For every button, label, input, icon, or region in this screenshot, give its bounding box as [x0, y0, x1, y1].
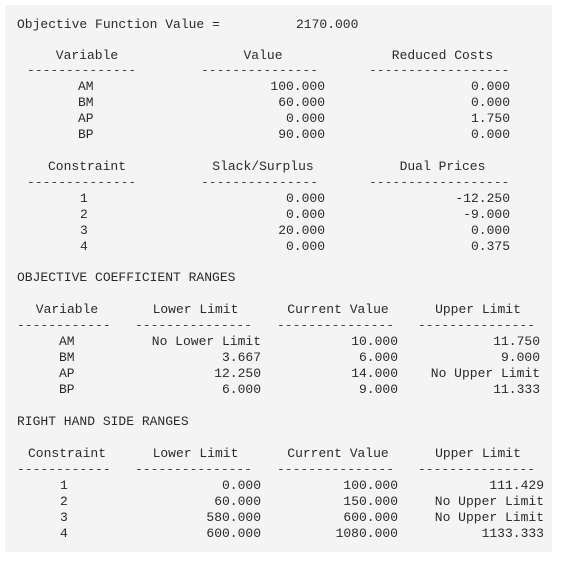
rhs-row-upper: 1133.333: [481, 526, 544, 541]
rhs-header-lower: Lower Limit: [152, 446, 239, 461]
rhs-dash-constraint: ------------: [17, 462, 111, 477]
cons-row-dual: 0.000: [470, 223, 510, 238]
cons-row-slack: 0.000: [285, 239, 325, 254]
vars-row-var: BM: [78, 95, 94, 110]
output-panel: Objective Function Value = 2170.000 Vari…: [5, 5, 552, 552]
cons-row-dual: -9.000: [463, 207, 510, 222]
obj-row-current: 10.000: [351, 334, 398, 349]
obj-row-variable: BM: [59, 350, 75, 365]
obj-row-upper: 11.750: [493, 334, 540, 349]
vars-dash-variable: --------------: [27, 63, 137, 78]
obj-row-upper: 9.000: [500, 350, 540, 365]
vars-dash-reduced: ------------------: [369, 63, 510, 78]
cons-row-constraint: 1: [80, 191, 88, 206]
rhs-row-constraint: 3: [60, 510, 68, 525]
vars-row-reduced: 0.000: [470, 127, 510, 142]
rhs-row-constraint: 1: [60, 478, 68, 493]
obj-dash-current: ---------------: [277, 318, 395, 333]
cons-row-slack: 0.000: [285, 207, 325, 222]
cons-row-constraint: 4: [80, 239, 88, 254]
obj-row-variable: AP: [59, 366, 75, 381]
cons-row-slack: 20.000: [278, 223, 325, 238]
rhs-row-constraint: 4: [60, 526, 68, 541]
rhs-row-current: 100.000: [343, 478, 398, 493]
obj-row-lower: 3.667: [221, 350, 261, 365]
vars-header-value: Value: [243, 48, 283, 63]
obj-dash-variable: ------------: [17, 318, 111, 333]
obj-row-upper: 11.333: [493, 382, 540, 397]
vars-dash-value: ---------------: [201, 63, 319, 78]
rhs-row-current: 600.000: [343, 510, 398, 525]
vars-header-reduced: Reduced Costs: [391, 48, 494, 63]
rhs-row-current: 1080.000: [335, 526, 398, 541]
vars-row-value: 60.000: [278, 95, 325, 110]
obj-dash-lower: ---------------: [135, 318, 253, 333]
obj-row-upper: No Upper Limit: [430, 366, 540, 381]
cons-header-slack: Slack/Surplus: [212, 159, 314, 174]
rhs-header-constraint: Constraint: [27, 446, 106, 461]
rhs-row-current: 150.000: [343, 494, 398, 509]
cons-dash-slack: ---------------: [201, 175, 319, 190]
obj-header-variable: Variable: [35, 302, 99, 317]
obj-row-lower: 6.000: [221, 382, 261, 397]
vars-row-value: 100.000: [270, 79, 325, 94]
rhs-row-lower: 580.000: [206, 510, 261, 525]
obj-row-current: 6.000: [358, 350, 398, 365]
rhs-row-upper: No Upper Limit: [434, 494, 544, 509]
vars-row-reduced: 0.000: [470, 95, 510, 110]
vars-row-var: AM: [78, 79, 94, 94]
obj-row-lower: 12.250: [214, 366, 261, 381]
cons-row-constraint: 3: [80, 223, 88, 238]
cons-row-dual: 0.375: [470, 239, 510, 254]
cons-dash-constraint: --------------: [27, 175, 137, 190]
rhs-row-lower: 600.000: [206, 526, 261, 541]
obj-dash-upper: ---------------: [418, 318, 536, 333]
objective-value: 2170.000: [296, 17, 359, 32]
vars-row-reduced: 1.750: [470, 111, 510, 126]
rhs-header-upper: Upper Limit: [435, 446, 521, 461]
obj-row-current: 14.000: [351, 366, 398, 381]
rhs-row-lower: 60.000: [214, 494, 261, 509]
cons-row-dual: -12.250: [455, 191, 510, 206]
vars-row-var: BP: [78, 127, 94, 142]
cons-header-dual: Dual Prices: [399, 159, 486, 174]
objective-label: Objective Function Value =: [17, 17, 220, 32]
cons-dash-dual: ------------------: [369, 175, 510, 190]
obj-header-upper: Upper Limit: [435, 302, 521, 317]
rhs-row-upper: 111.429: [489, 478, 544, 493]
vars-row-reduced: 0.000: [470, 79, 510, 94]
rhs-ranges-title: RIGHT HAND SIDE RANGES: [17, 414, 189, 429]
vars-row-value: 0.000: [285, 111, 325, 126]
obj-header-lower: Lower Limit: [152, 302, 239, 317]
obj-header-current: Current Value: [287, 302, 389, 317]
obj-row-variable: BP: [59, 382, 75, 397]
rhs-header-current: Current Value: [287, 446, 389, 461]
rhs-row-constraint: 2: [60, 494, 68, 509]
rhs-dash-upper: ---------------: [418, 462, 536, 477]
cons-row-slack: 0.000: [285, 191, 325, 206]
vars-row-var: AP: [78, 111, 94, 126]
vars-row-value: 90.000: [278, 127, 325, 142]
rhs-row-lower: 0.000: [221, 478, 261, 493]
obj-row-lower: No Lower Limit: [151, 334, 261, 349]
vars-header-variable: Variable: [55, 48, 119, 63]
rhs-dash-lower: ---------------: [135, 462, 253, 477]
rhs-dash-current: ---------------: [277, 462, 395, 477]
obj-row-variable: AM: [59, 334, 75, 349]
cons-row-constraint: 2: [80, 207, 88, 222]
obj-ranges-title: OBJECTIVE COEFFICIENT RANGES: [17, 270, 236, 285]
obj-row-current: 9.000: [358, 382, 398, 397]
cons-header-constraint: Constraint: [47, 159, 126, 174]
rhs-row-upper: No Upper Limit: [434, 510, 544, 525]
